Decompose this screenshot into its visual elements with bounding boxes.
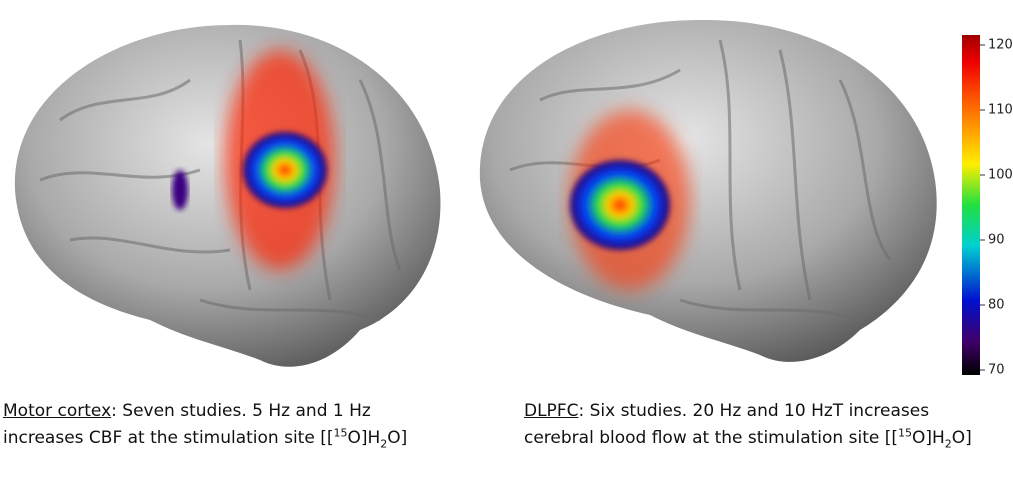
tick-label: 110 <box>988 103 1013 118</box>
figure: 70 80 90 100 110 120 <box>0 0 1013 400</box>
tick-label: 80 <box>988 298 1005 313</box>
brain-left <box>15 25 441 367</box>
tick-label: 100 <box>988 168 1013 183</box>
subscript: 2 <box>945 437 952 450</box>
superscript: 15 <box>333 426 347 439</box>
caption-text: : Six studies. 20 Hz and 10 HzT increase… <box>524 401 929 448</box>
caption-left: Motor cortex: Seven studies. 5 Hz and 1 … <box>3 398 443 452</box>
superscript: 15 <box>898 426 912 439</box>
caption-text: O]H <box>912 428 945 448</box>
caption-label: DLPFC <box>524 401 578 421</box>
caption-text: O]H <box>347 428 380 448</box>
caption-text: O] <box>387 428 407 448</box>
tick-label: 90 <box>988 233 1005 248</box>
caption-right: DLPFC: Six studies. 20 Hz and 10 HzT inc… <box>524 398 994 452</box>
page: 70 80 90 100 110 120 Motor cortex: Seven stud… <box>0 0 1013 485</box>
caption-text: O] <box>952 428 972 448</box>
brain-right <box>480 20 937 362</box>
tick-label: 70 <box>988 363 1005 378</box>
caption-label: Motor cortex <box>3 401 111 421</box>
colorbar <box>962 35 980 375</box>
tick-label: 120 <box>988 38 1013 53</box>
colorbar-ticks: 70 80 90 100 110 120 <box>980 38 1013 378</box>
